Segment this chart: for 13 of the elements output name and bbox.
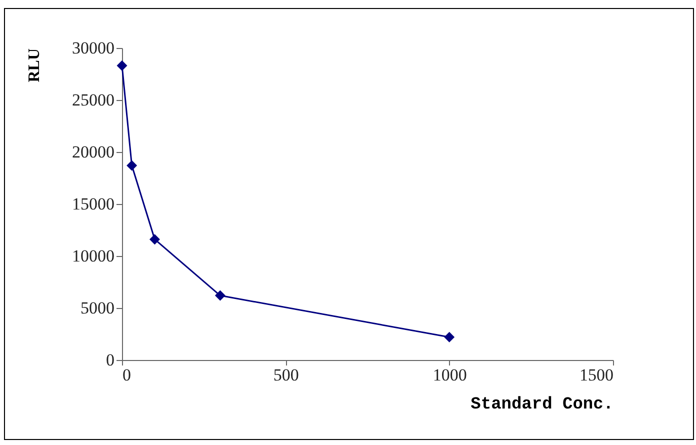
x-tick-label: 1000 [432, 366, 467, 384]
y-tick-label: 10000 [72, 246, 114, 266]
x-axis-title: Standard Conc. [470, 396, 614, 414]
y-tick-label: 20000 [72, 142, 114, 162]
y-tick-label: 30000 [72, 38, 114, 58]
y-tick-label: 25000 [72, 90, 114, 110]
y-tick-label: 15000 [72, 194, 114, 214]
x-tick-label: 500 [273, 366, 299, 384]
x-tick-label: 0 [122, 366, 131, 384]
y-tick-label: 0 [106, 350, 114, 370]
y-axis-title: RLU [26, 48, 43, 82]
y-tick-label: 5000 [80, 298, 114, 318]
x-tick-label: 1500 [580, 366, 614, 384]
